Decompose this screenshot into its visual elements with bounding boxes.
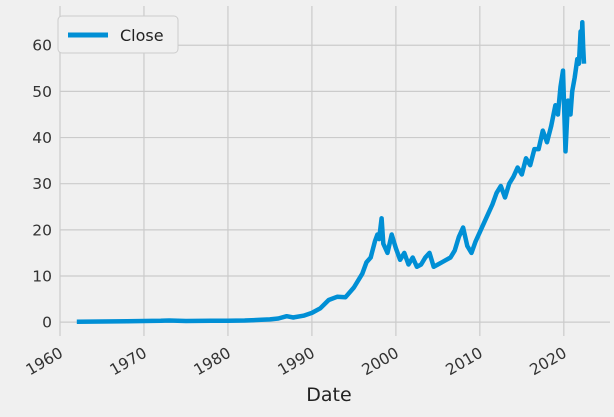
legend: Close bbox=[57, 15, 179, 54]
y-tick-label: 20 bbox=[32, 221, 52, 239]
legend-box bbox=[57, 15, 179, 54]
y-tick-label: 60 bbox=[32, 37, 52, 55]
y-tick-label: 10 bbox=[32, 268, 52, 286]
grid bbox=[59, 6, 610, 336]
x-axis-title: Date bbox=[306, 384, 351, 406]
y-tick-label: 0 bbox=[42, 314, 52, 332]
y-tick-label: 50 bbox=[32, 83, 52, 101]
legend-label: Close bbox=[120, 26, 164, 45]
y-tick-labels: 0 10 20 30 40 50 60 bbox=[32, 37, 52, 332]
y-tick-label: 40 bbox=[32, 129, 52, 147]
series-line-close bbox=[76, 19, 587, 324]
y-tick-label: 30 bbox=[32, 175, 52, 193]
series-group bbox=[76, 19, 587, 324]
plot-area bbox=[60, 6, 610, 336]
